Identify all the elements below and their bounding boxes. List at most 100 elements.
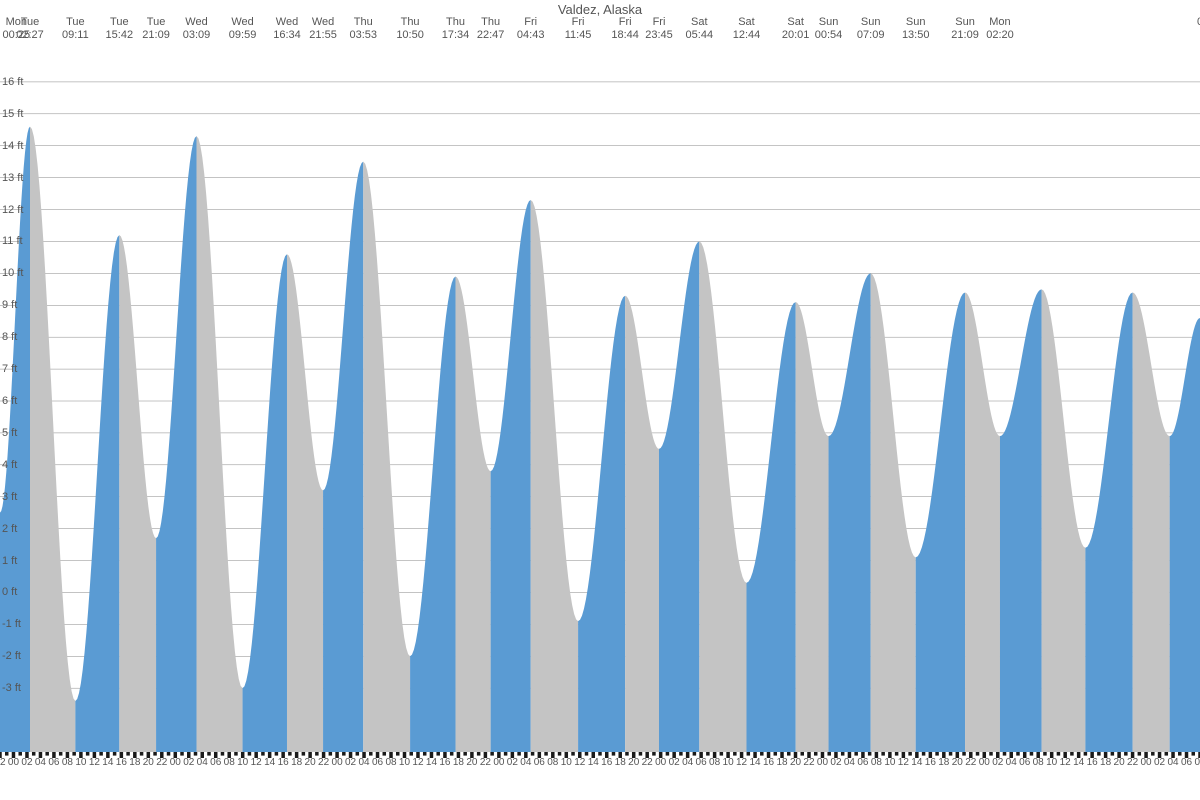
y-tick-label: 14 ft [2, 140, 23, 152]
x-tick-label: 06 [696, 757, 707, 768]
x-tick-label: 10 [723, 757, 734, 768]
x-tick-label: 16 [439, 757, 450, 768]
x-tick-label: 06 [1019, 757, 1030, 768]
x-tick-label: 00 [1141, 757, 1152, 768]
x-tick-label: 12 [898, 757, 909, 768]
x-tick-label: 14 [264, 757, 275, 768]
x-tick-label: 10 [1046, 757, 1057, 768]
tide-event-label: Mon02:20 [976, 16, 1024, 42]
x-tick-label: 14 [1073, 757, 1084, 768]
tide-event-label: Thu03:53 [339, 16, 387, 42]
x-tick-label: 02 [992, 757, 1003, 768]
x-tick-label: 20 [790, 757, 801, 768]
x-tick-label: 12 [251, 757, 262, 768]
tide-event-label: Fri11:45 [554, 16, 602, 42]
x-tick-label: 10 [237, 757, 248, 768]
x-tick-label: 14 [749, 757, 760, 768]
x-tick-label: 04 [358, 757, 369, 768]
x-tick-label: 18 [1100, 757, 1111, 768]
tide-event-label: 0 [1176, 16, 1200, 29]
x-tick-label: 16 [278, 757, 289, 768]
top-event-labels: Mon00:25Tue02:27Tue09:11Tue15:42Tue21:09… [0, 16, 1200, 44]
x-tick-label: 16 [763, 757, 774, 768]
y-tick-label: 13 ft [2, 172, 23, 184]
x-tick-label: 00 [817, 757, 828, 768]
x-tick-label: 12 [574, 757, 585, 768]
x-tick-label: 02 [21, 757, 32, 768]
x-tick-label: 04 [197, 757, 208, 768]
tide-event-label: Wed09:59 [219, 16, 267, 42]
tide-event-label: Tue09:11 [51, 16, 99, 42]
y-tick-label: 10 ft [2, 267, 23, 279]
x-tick-label: 16 [1087, 757, 1098, 768]
x-tick-label: 20 [1114, 757, 1125, 768]
y-tick-label: -2 ft [2, 650, 21, 662]
tide-event-label: Sun00:54 [805, 16, 853, 42]
x-tick-label: 06 [48, 757, 59, 768]
x-tick-label: 22 [480, 757, 491, 768]
x-tick-label: 08 [62, 757, 73, 768]
x-tick-label: 20 [952, 757, 963, 768]
x-tick-label: 18 [291, 757, 302, 768]
x-tick-label: 02 [1154, 757, 1165, 768]
x-tick-label: 20 [143, 757, 154, 768]
x-tick-label: 18 [453, 757, 464, 768]
x-tick-label: 04 [1006, 757, 1017, 768]
y-tick-label: 1 ft [2, 555, 17, 567]
x-tick-label: 20 [628, 757, 639, 768]
x-tick-label: 00 [332, 757, 343, 768]
tide-event-label: Tue02:27 [6, 16, 54, 42]
x-tick-label: 08 [1033, 757, 1044, 768]
x-tick-label: 02 [507, 757, 518, 768]
x-tick-label: 06 [534, 757, 545, 768]
plot-area: 2200020406081012141618202200020406081012… [0, 50, 1200, 770]
x-tick-label: 00 [655, 757, 666, 768]
x-tick-label: 22 [156, 757, 167, 768]
y-tick-label: 2 ft [2, 523, 17, 535]
tide-chart: Valdez, Alaska Mon00:25Tue02:27Tue09:11T… [0, 0, 1200, 800]
x-tick-label: 02 [345, 757, 356, 768]
x-tick-label: 02 [183, 757, 194, 768]
y-tick-label: -3 ft [2, 682, 21, 694]
tide-event-label: Thu10:50 [386, 16, 434, 42]
x-tick-label: 08 [385, 757, 396, 768]
x-tick-label: 22 [318, 757, 329, 768]
x-tick-label: 14 [911, 757, 922, 768]
y-tick-label: 4 ft [2, 459, 17, 471]
tide-event-label: Sat12:44 [722, 16, 770, 42]
x-tick-label: 18 [615, 757, 626, 768]
y-tick-label: 9 ft [2, 299, 17, 311]
y-tick-label: 7 ft [2, 363, 17, 375]
y-tick-label: 0 ft [2, 586, 17, 598]
x-tick-label: 14 [588, 757, 599, 768]
x-tick-label: 22 [803, 757, 814, 768]
y-tick-label: 11 ft [2, 235, 23, 247]
x-tick-label: 06 [1181, 757, 1192, 768]
x-tick-label: 10 [884, 757, 895, 768]
x-tick-label: 12 [412, 757, 423, 768]
y-tick-label: 12 ft [2, 204, 23, 216]
x-tick-label: 08 [709, 757, 720, 768]
x-tick-label: 06 [372, 757, 383, 768]
x-tick-label: 22 [965, 757, 976, 768]
x-tick-label: 22 [0, 757, 6, 768]
x-tick-label: 04 [1167, 757, 1178, 768]
x-tick-label: 12 [736, 757, 747, 768]
x-tick-label: 04 [520, 757, 531, 768]
x-tick-label: 02 [669, 757, 680, 768]
y-tick-label: 5 ft [2, 427, 17, 439]
x-tick-label: 04 [682, 757, 693, 768]
x-tick-label: 00 [979, 757, 990, 768]
y-tick-label: 6 ft [2, 395, 17, 407]
tide-event-label: Sat05:44 [675, 16, 723, 42]
tide-event-label: Sun07:09 [847, 16, 895, 42]
x-tick-label: 08 [224, 757, 235, 768]
x-tick-label: 04 [844, 757, 855, 768]
x-tick-label: 10 [75, 757, 86, 768]
x-tick-label: 14 [426, 757, 437, 768]
x-tick-label: 16 [601, 757, 612, 768]
y-tick-label: 3 ft [2, 491, 17, 503]
x-tick-label: 18 [776, 757, 787, 768]
x-tick-label: 08 [871, 757, 882, 768]
x-tick-label: 10 [399, 757, 410, 768]
